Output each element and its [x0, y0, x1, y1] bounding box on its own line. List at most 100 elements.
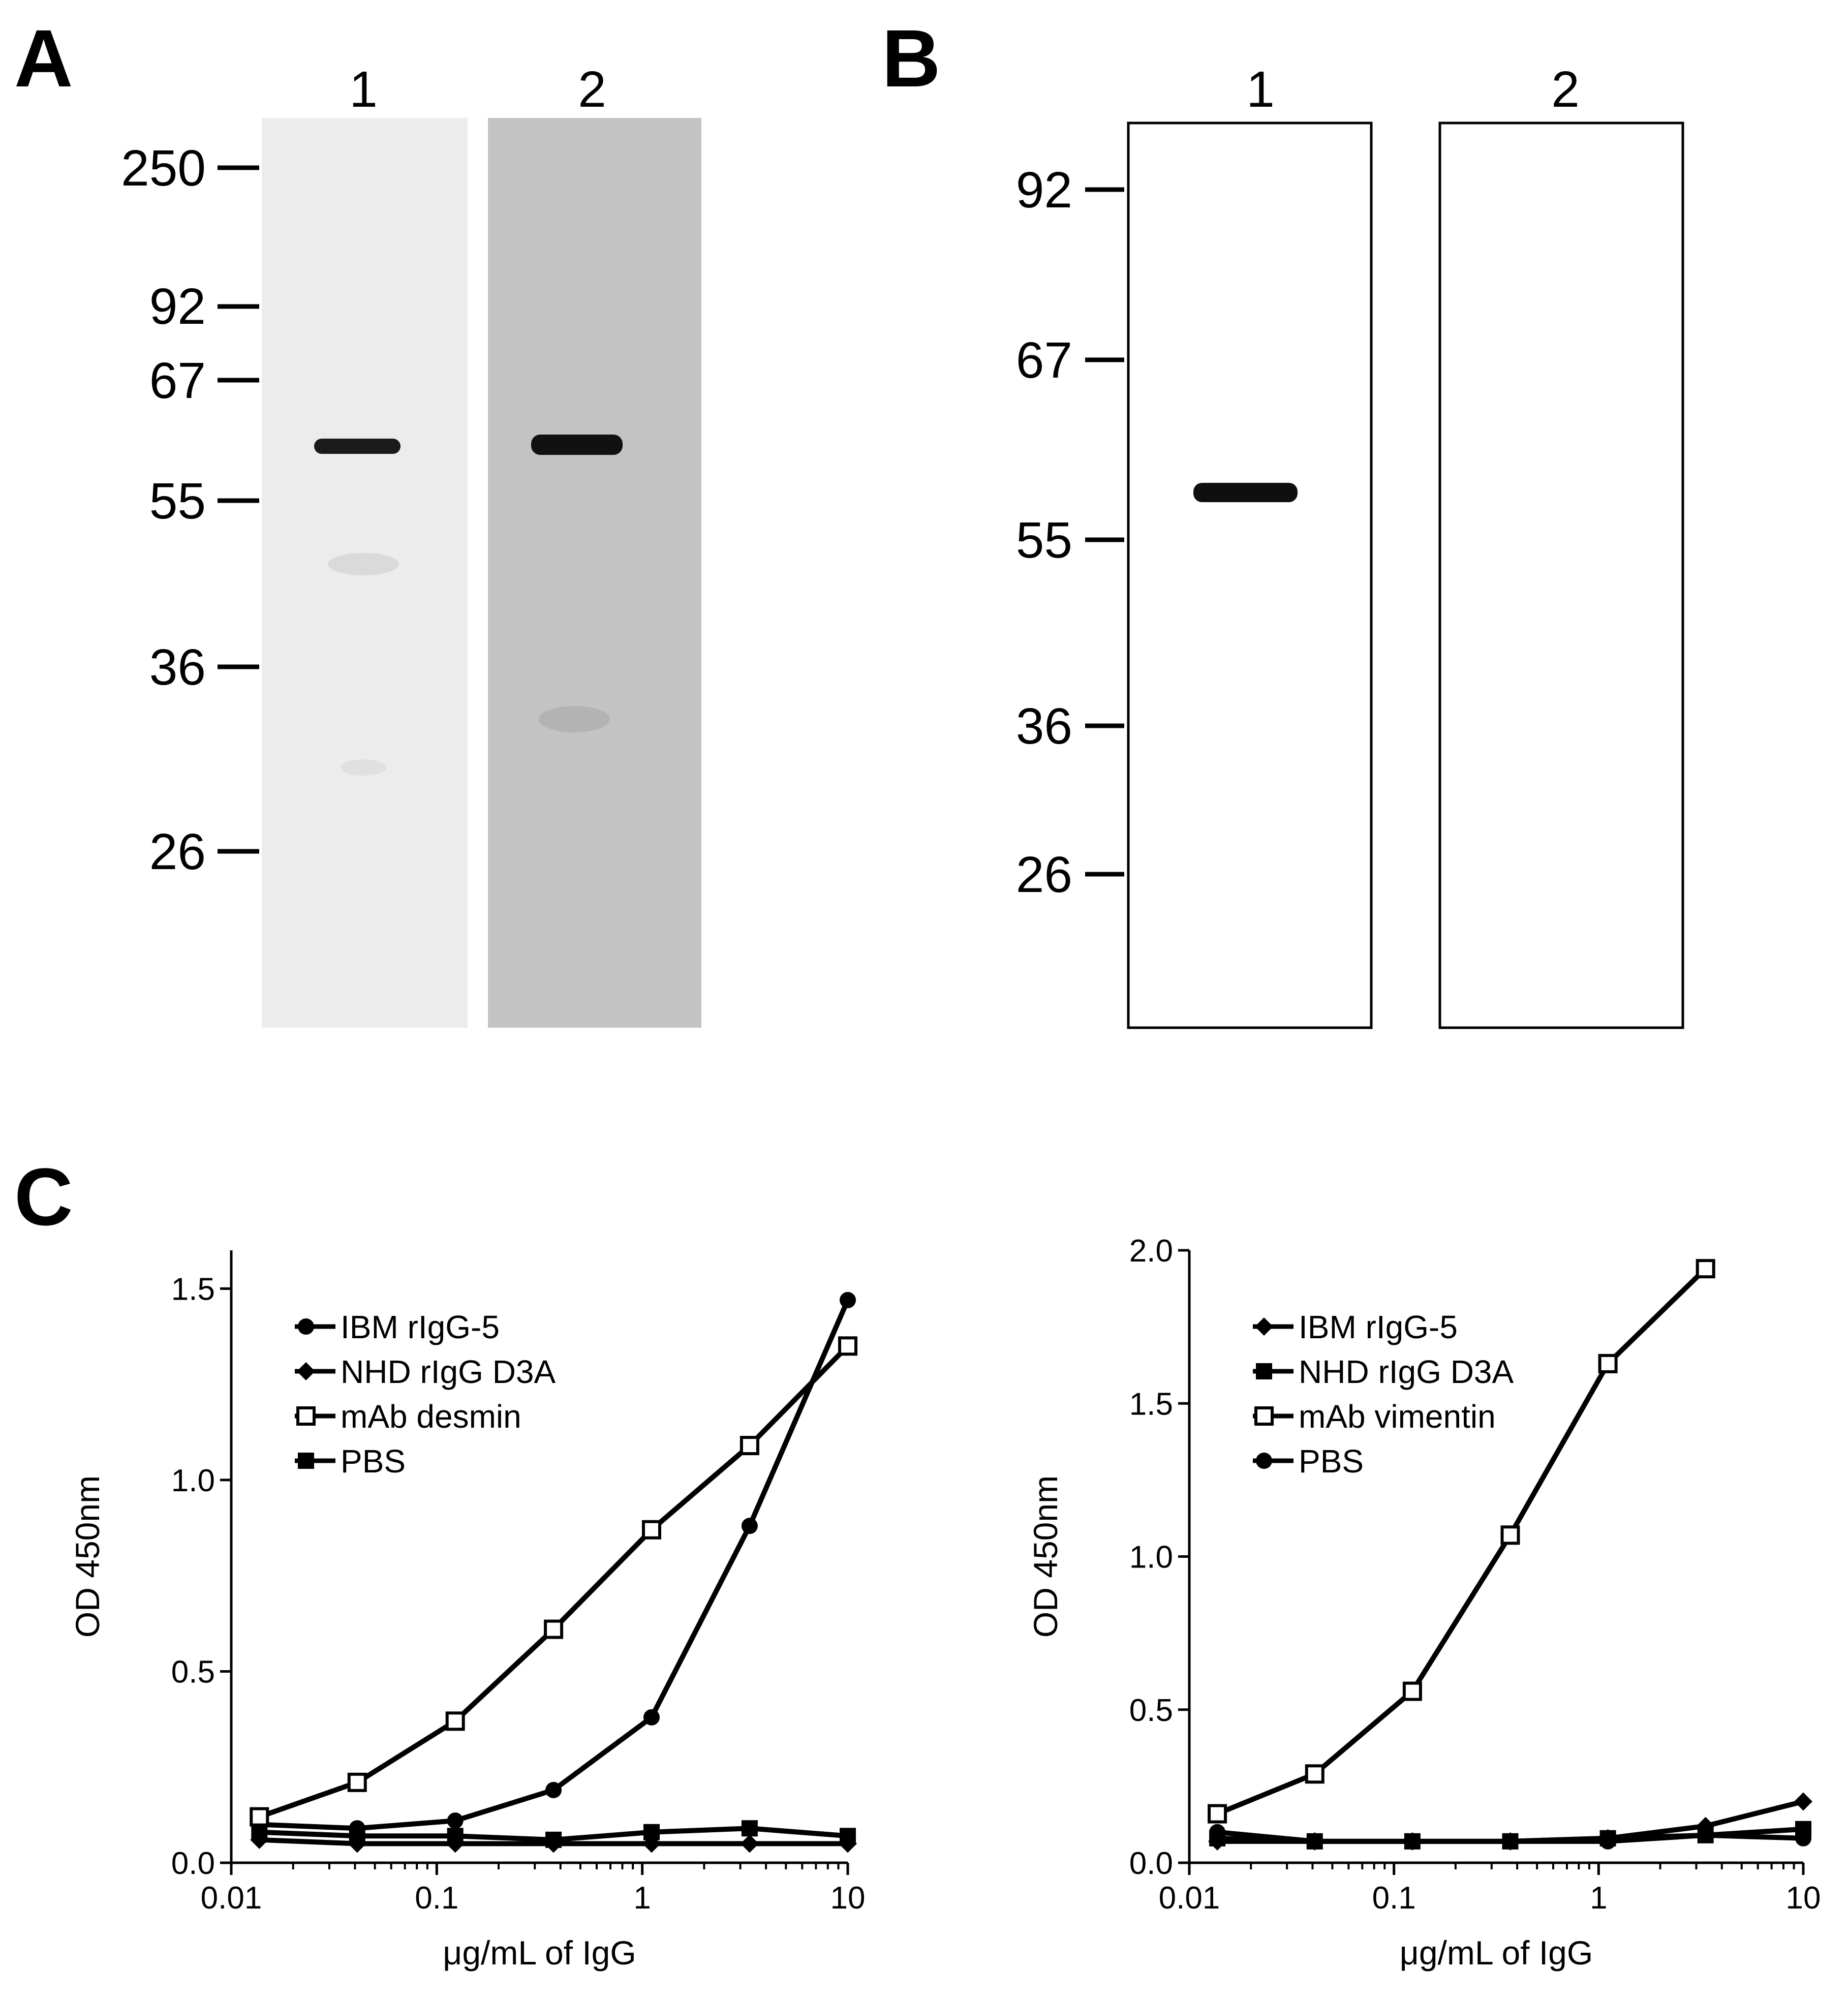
data-point	[1697, 1827, 1714, 1843]
legend-entry: IBM rIgG-5	[341, 1309, 500, 1345]
data-point	[1208, 1804, 1227, 1824]
legend-swatch-marker	[1255, 1317, 1273, 1336]
panel-a-band-lane-2	[531, 435, 623, 455]
panel-b-letter: B	[882, 13, 941, 104]
data-point	[838, 1336, 857, 1356]
panel-b-marker-92: 92	[1016, 162, 1072, 219]
data-point	[447, 1812, 464, 1829]
data-point	[349, 1828, 365, 1844]
data-point	[1404, 1833, 1421, 1850]
data-point	[250, 1807, 269, 1827]
legend-entry: NHD rIgG D3A	[341, 1353, 556, 1390]
panel-a-letter: A	[14, 13, 73, 104]
panel-a-marker-36: 36	[149, 639, 206, 696]
elisa-chart-vimentin: 0.0 0.5 1.0 1.5 2.0 0.01 0.1 1 10 μg/mL of IgG OD …	[1027, 1234, 1821, 1972]
data-point	[545, 1781, 562, 1798]
x-tick-label: 0.1	[415, 1881, 458, 1916]
legend-swatch-marker	[1256, 1363, 1272, 1379]
legend-entry: mAb desmin	[341, 1398, 521, 1435]
elisa-chart-desmin: 0.0 0.5 1.0 1.5 0.01 0.1 1 10 μg/mL of IgG OD 450…	[69, 1250, 865, 1972]
legend-entry: PBS	[1299, 1443, 1364, 1480]
x-tick-label: 10	[830, 1881, 866, 1916]
panel-a-faint-band	[328, 553, 399, 575]
data-point	[741, 1820, 758, 1837]
data-point	[643, 1824, 660, 1840]
data-point	[643, 1709, 660, 1726]
data-point	[251, 1824, 268, 1840]
x-tick-label: 0.01	[201, 1881, 262, 1916]
data-point	[740, 1834, 759, 1853]
x-tick-label: 1	[1590, 1881, 1607, 1916]
y-tick-label: 1.0	[1129, 1540, 1173, 1575]
data-point	[545, 1831, 562, 1848]
panel-b: B 1 2 92 67 55 36 26	[882, 13, 1684, 1029]
panel-b-marker-26: 26	[1016, 846, 1072, 903]
legend-entry: mAb vimentin	[1299, 1398, 1496, 1435]
panel-b-blot-lane-1	[1127, 121, 1373, 1029]
data-point	[544, 1619, 564, 1639]
data-point	[1306, 1833, 1323, 1850]
data-point	[1209, 1824, 1226, 1840]
panel-b-blot-lane-2	[1438, 121, 1684, 1029]
y-tick-label: 1.5	[1129, 1387, 1173, 1422]
panel-b-band-lane-1	[1193, 483, 1298, 502]
data-point	[840, 1828, 856, 1844]
data-point	[840, 1291, 856, 1308]
y-axis-label: OD 450nm	[1027, 1475, 1064, 1638]
legend-swatch-marker	[298, 1318, 314, 1335]
legend-swatch-marker	[1256, 1453, 1272, 1469]
data-point	[1598, 1353, 1618, 1373]
panel-a-lane-1-label: 1	[349, 61, 378, 118]
data-point	[1402, 1681, 1422, 1701]
legend-swatch-marker	[1254, 1406, 1274, 1426]
x-axis-label: μg/mL of IgG	[443, 1934, 636, 1972]
legend-entry: NHD rIgG D3A	[1299, 1353, 1514, 1390]
legend-swatch-marker	[297, 1362, 315, 1380]
panel-a-blot-lane-2	[488, 118, 701, 1028]
data-point	[1599, 1833, 1616, 1850]
data-point	[1794, 1792, 1812, 1811]
panel-b-lane-1-label: 1	[1246, 61, 1275, 118]
panel-b-lane-2-label: 2	[1551, 61, 1580, 118]
y-tick-label: 1.5	[171, 1272, 215, 1307]
x-tick-label: 1	[633, 1881, 651, 1916]
data-point	[1305, 1764, 1325, 1784]
y-tick-label: 2.0	[1129, 1234, 1173, 1269]
data-point	[641, 1520, 661, 1540]
panel-a-marker-250: 250	[121, 140, 206, 197]
legend-swatch-marker	[298, 1453, 314, 1469]
panel-a-faint-band	[341, 759, 386, 776]
panel-a-marker-26: 26	[149, 823, 206, 880]
panel-a-marker-92: 92	[149, 278, 206, 335]
x-tick-label: 0.1	[1372, 1881, 1416, 1916]
x-axis-label: μg/mL of IgG	[1400, 1934, 1593, 1972]
y-tick-label: 0.0	[171, 1846, 215, 1881]
data-point	[1500, 1525, 1520, 1545]
data-point	[741, 1518, 758, 1534]
y-axis-label: OD 450nm	[69, 1475, 106, 1638]
data-point	[1696, 1259, 1715, 1279]
data-point	[347, 1772, 367, 1792]
legend-swatch-marker	[296, 1406, 316, 1426]
panel-a-marker-55: 55	[149, 473, 206, 530]
panel-a-marker-67: 67	[149, 352, 206, 409]
legend-entry: IBM rIgG-5	[1299, 1309, 1458, 1345]
panel-a: A 1 2 250 92 67 55 36 26	[14, 13, 701, 1028]
x-tick-label: 10	[1786, 1881, 1821, 1916]
panel-b-marker-67: 67	[1016, 332, 1072, 389]
panel-b-marker-55: 55	[1016, 512, 1072, 569]
panel-a-faint-band	[539, 706, 610, 732]
series-line	[1216, 1267, 1708, 1817]
panel-b-marker-36: 36	[1016, 698, 1072, 755]
panel-a-band-lane-1	[314, 439, 401, 454]
x-tick-label: 0.01	[1159, 1881, 1220, 1916]
data-point	[447, 1828, 464, 1844]
data-point	[1502, 1833, 1519, 1850]
data-point	[445, 1711, 465, 1731]
y-tick-label: 0.5	[1129, 1693, 1173, 1728]
legend-entry: PBS	[341, 1443, 406, 1480]
data-point	[1795, 1830, 1811, 1847]
panel-c-letter: C	[14, 1151, 73, 1242]
y-tick-label: 0.5	[171, 1654, 215, 1689]
